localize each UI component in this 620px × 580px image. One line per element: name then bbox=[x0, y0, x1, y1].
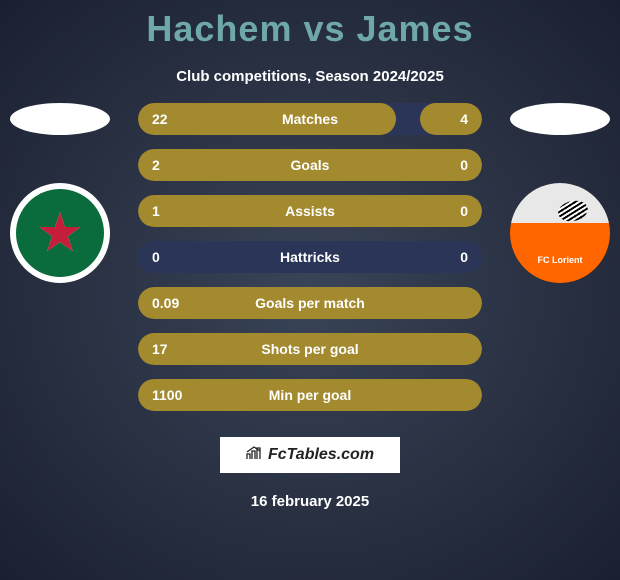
club-logo-right: FC Lorient bbox=[510, 183, 610, 283]
stat-value-right: 0 bbox=[460, 249, 468, 265]
stat-label: Goals per match bbox=[255, 295, 365, 311]
stat-label: Hattricks bbox=[280, 249, 340, 265]
stat-value-right: 4 bbox=[460, 111, 468, 127]
stat-value-left: 1 bbox=[152, 203, 160, 219]
player-left-placeholder bbox=[10, 103, 110, 135]
stat-label: Shots per goal bbox=[261, 341, 358, 357]
stat-value-left: 0.09 bbox=[152, 295, 179, 311]
stat-value-right: 0 bbox=[460, 157, 468, 173]
stat-fill-left bbox=[138, 103, 396, 135]
club-left-inner: ★ bbox=[16, 189, 104, 277]
stat-bar: 1 Assists 0 bbox=[138, 195, 482, 227]
stat-value-left: 1100 bbox=[152, 387, 182, 403]
footer-date: 16 february 2025 bbox=[0, 493, 620, 510]
club-right-inner: FC Lorient bbox=[510, 183, 610, 283]
stat-bar: 0 Hattricks 0 bbox=[138, 241, 482, 273]
stat-fill-right bbox=[420, 103, 482, 135]
stat-bar: 2 Goals 0 bbox=[138, 149, 482, 181]
stat-value-left: 22 bbox=[152, 111, 168, 127]
stat-value-left: 2 bbox=[152, 157, 160, 173]
main-row: Red Star FC ★ 22 Matches 4 2 Goals 0 1 Assists 0… bbox=[0, 103, 620, 425]
club-right-label: FC Lorient bbox=[538, 255, 583, 265]
page-title: Hachem vs James bbox=[0, 0, 620, 50]
stat-bar: 17 Shots per goal bbox=[138, 333, 482, 365]
stat-bar: 22 Matches 4 bbox=[138, 103, 482, 135]
right-column: FC Lorient bbox=[500, 103, 620, 283]
stat-label: Matches bbox=[282, 111, 338, 127]
subtitle: Club competitions, Season 2024/2025 bbox=[0, 68, 620, 85]
stats-column: 22 Matches 4 2 Goals 0 1 Assists 0 0 Hattricks 0 0.0… bbox=[120, 103, 500, 425]
stripes-icon bbox=[556, 198, 590, 224]
brand-label: FcTables.com bbox=[268, 446, 374, 464]
brand-badge: FcTables.com bbox=[220, 437, 400, 473]
player-right-placeholder bbox=[510, 103, 610, 135]
left-column: Red Star FC ★ bbox=[0, 103, 120, 283]
stat-value-left: 17 bbox=[152, 341, 168, 357]
stat-label: Goals bbox=[291, 157, 330, 173]
stat-value-left: 0 bbox=[152, 249, 160, 265]
stat-value-right: 0 bbox=[460, 203, 468, 219]
stat-bar: 0.09 Goals per match bbox=[138, 287, 482, 319]
stat-label: Min per goal bbox=[269, 387, 351, 403]
comparison-card: Hachem vs James Club competitions, Seaso… bbox=[0, 0, 620, 580]
club-logo-left: Red Star FC ★ bbox=[10, 183, 110, 283]
chart-icon bbox=[246, 446, 264, 465]
stat-bar: 1100 Min per goal bbox=[138, 379, 482, 411]
stat-label: Assists bbox=[285, 203, 335, 219]
star-icon: ★ bbox=[36, 206, 84, 260]
